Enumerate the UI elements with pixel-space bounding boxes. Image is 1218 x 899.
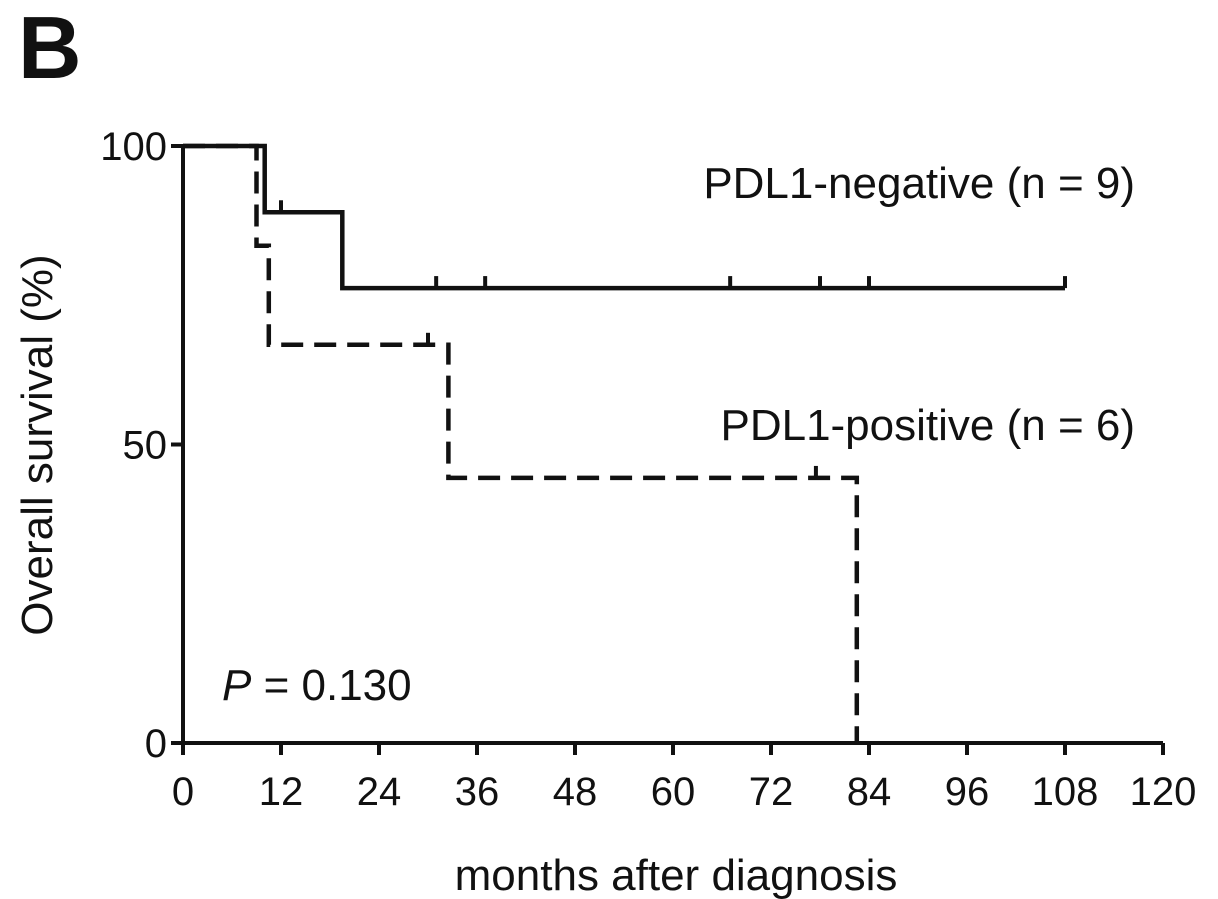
x-tick-label: 84 <box>847 770 892 814</box>
x-tick-label: 36 <box>455 770 500 814</box>
series-layer <box>183 143 1067 743</box>
x-tick-label: 12 <box>259 770 304 814</box>
y-tick-label: 50 <box>123 424 168 468</box>
x-axis-title: months after diagnosis <box>455 851 898 899</box>
x-tick-label: 108 <box>1032 770 1099 814</box>
x-tick-label: 96 <box>945 770 990 814</box>
y-tick-label: 100 <box>100 125 167 169</box>
y-tick-label: 0 <box>145 722 167 766</box>
y-axis-title: Overall survival (%) <box>13 254 62 635</box>
x-tick-label: 60 <box>651 770 696 814</box>
x-tick-label: 72 <box>749 770 794 814</box>
x-tick-label: 48 <box>553 770 598 814</box>
p-value-symbol: P <box>222 661 252 710</box>
survival-curve-pdl1-positive <box>183 143 860 743</box>
p-value-annotation: P = 0.130 <box>222 661 412 710</box>
x-tick-label: 120 <box>1130 770 1197 814</box>
x-tick-label: 0 <box>172 770 194 814</box>
axes: 0 12 24 36 48 60 72 84 96 108 120 0 50 100 <box>100 125 1196 814</box>
p-value-text: = 0.130 <box>251 661 411 710</box>
legend-pdl1-negative: PDL1-negative (n = 9) <box>703 159 1135 208</box>
legend-pdl1-positive: PDL1-positive (n = 6) <box>720 401 1135 450</box>
x-tick-label: 24 <box>357 770 402 814</box>
panel-label: B <box>18 0 82 97</box>
